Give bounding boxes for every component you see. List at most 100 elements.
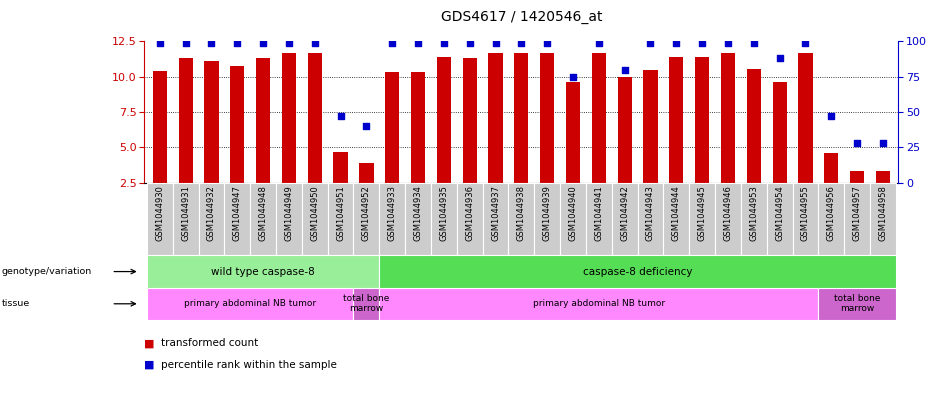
Bar (307, 53, 322, 183)
Point (230, 40, 245, 46)
Point (850, 140, 865, 146)
Point (488, 40, 503, 46)
Point (178, 40, 193, 46)
Bar (715, 183, 741, 255)
Bar (721, 53, 735, 183)
Point (514, 40, 529, 46)
Text: GSM1044940: GSM1044940 (569, 185, 577, 241)
Bar (612, 183, 638, 255)
Bar (457, 183, 482, 255)
Bar (818, 288, 896, 320)
Point (437, 40, 452, 46)
Text: GSM1044947: GSM1044947 (233, 185, 242, 241)
Text: tissue: tissue (2, 299, 30, 308)
Point (153, 40, 168, 46)
Bar (431, 183, 457, 255)
Bar (250, 183, 276, 255)
Bar (333, 152, 347, 183)
Bar (844, 183, 870, 255)
Text: GSM1044950: GSM1044950 (310, 185, 319, 241)
Point (695, 40, 709, 46)
Bar (773, 82, 787, 183)
Point (540, 40, 555, 46)
Bar (437, 57, 451, 183)
Bar (230, 66, 244, 183)
Text: GSM1044945: GSM1044945 (697, 185, 707, 241)
Point (721, 40, 735, 46)
Text: GSM1044954: GSM1044954 (776, 185, 784, 241)
Point (643, 40, 658, 46)
Text: GSM1044943: GSM1044943 (646, 185, 655, 241)
Text: GSM1044934: GSM1044934 (413, 185, 423, 241)
Text: GSM1044941: GSM1044941 (594, 185, 603, 241)
Point (281, 40, 296, 46)
Text: GSM1044938: GSM1044938 (517, 185, 526, 241)
Text: percentile rank within the sample: percentile rank within the sample (161, 360, 337, 370)
Text: GSM1044933: GSM1044933 (387, 185, 397, 241)
Text: GSM1044939: GSM1044939 (543, 185, 552, 241)
Bar (695, 57, 709, 183)
Bar (876, 171, 890, 183)
Bar (489, 53, 503, 183)
Point (875, 140, 890, 146)
Text: GSM1044949: GSM1044949 (285, 185, 293, 241)
Point (747, 40, 762, 46)
Bar (328, 183, 354, 255)
Bar (643, 70, 657, 183)
Point (798, 40, 813, 46)
Point (565, 73, 580, 80)
Bar (824, 153, 839, 183)
Bar (482, 183, 508, 255)
Text: GSM1044931: GSM1044931 (182, 185, 190, 241)
Bar (282, 53, 296, 183)
Text: GSM1044936: GSM1044936 (466, 185, 474, 241)
Bar (592, 53, 606, 183)
Point (772, 55, 787, 61)
Bar (818, 183, 844, 255)
Bar (669, 57, 683, 183)
Text: genotype/variation: genotype/variation (2, 267, 92, 276)
Text: GSM1044951: GSM1044951 (336, 185, 345, 241)
Point (463, 40, 478, 46)
Bar (198, 183, 224, 255)
Text: GSM1044953: GSM1044953 (749, 185, 758, 241)
Point (307, 40, 322, 46)
Point (256, 40, 271, 46)
Bar (359, 163, 373, 183)
Bar (354, 183, 379, 255)
Bar (379, 288, 818, 320)
Bar (224, 183, 250, 255)
Text: primary abdominal NB tumor: primary abdominal NB tumor (184, 299, 317, 308)
Point (591, 40, 606, 46)
Text: caspase-8 deficiency: caspase-8 deficiency (583, 266, 693, 277)
Bar (204, 61, 219, 183)
Bar (534, 183, 560, 255)
Bar (276, 183, 302, 255)
Text: GSM1044957: GSM1044957 (853, 185, 861, 241)
Bar (870, 183, 896, 255)
Bar (747, 69, 761, 183)
Text: GSM1044958: GSM1044958 (879, 185, 887, 241)
Text: GSM1044935: GSM1044935 (439, 185, 449, 241)
Bar (173, 183, 198, 255)
Text: transformed count: transformed count (161, 338, 258, 349)
Point (204, 40, 219, 46)
Text: ■: ■ (144, 360, 155, 370)
Bar (411, 72, 425, 183)
Bar (799, 53, 813, 183)
Point (668, 40, 683, 46)
Bar (664, 183, 689, 255)
Text: primary abdominal NB tumor: primary abdominal NB tumor (533, 299, 665, 308)
Point (385, 40, 399, 46)
Point (824, 113, 839, 119)
Bar (586, 183, 612, 255)
Bar (385, 72, 399, 183)
Point (411, 40, 425, 46)
Bar (566, 82, 580, 183)
Point (333, 113, 348, 119)
Bar (617, 77, 632, 183)
Bar (354, 288, 379, 320)
Text: GSM1044956: GSM1044956 (827, 185, 836, 241)
Text: wild type caspase-8: wild type caspase-8 (211, 266, 315, 277)
Text: GSM1044955: GSM1044955 (801, 185, 810, 241)
